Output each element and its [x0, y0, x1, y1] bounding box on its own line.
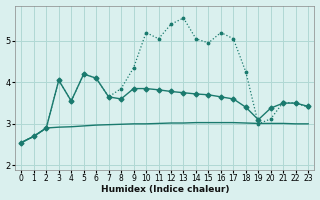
- X-axis label: Humidex (Indice chaleur): Humidex (Indice chaleur): [100, 185, 229, 194]
